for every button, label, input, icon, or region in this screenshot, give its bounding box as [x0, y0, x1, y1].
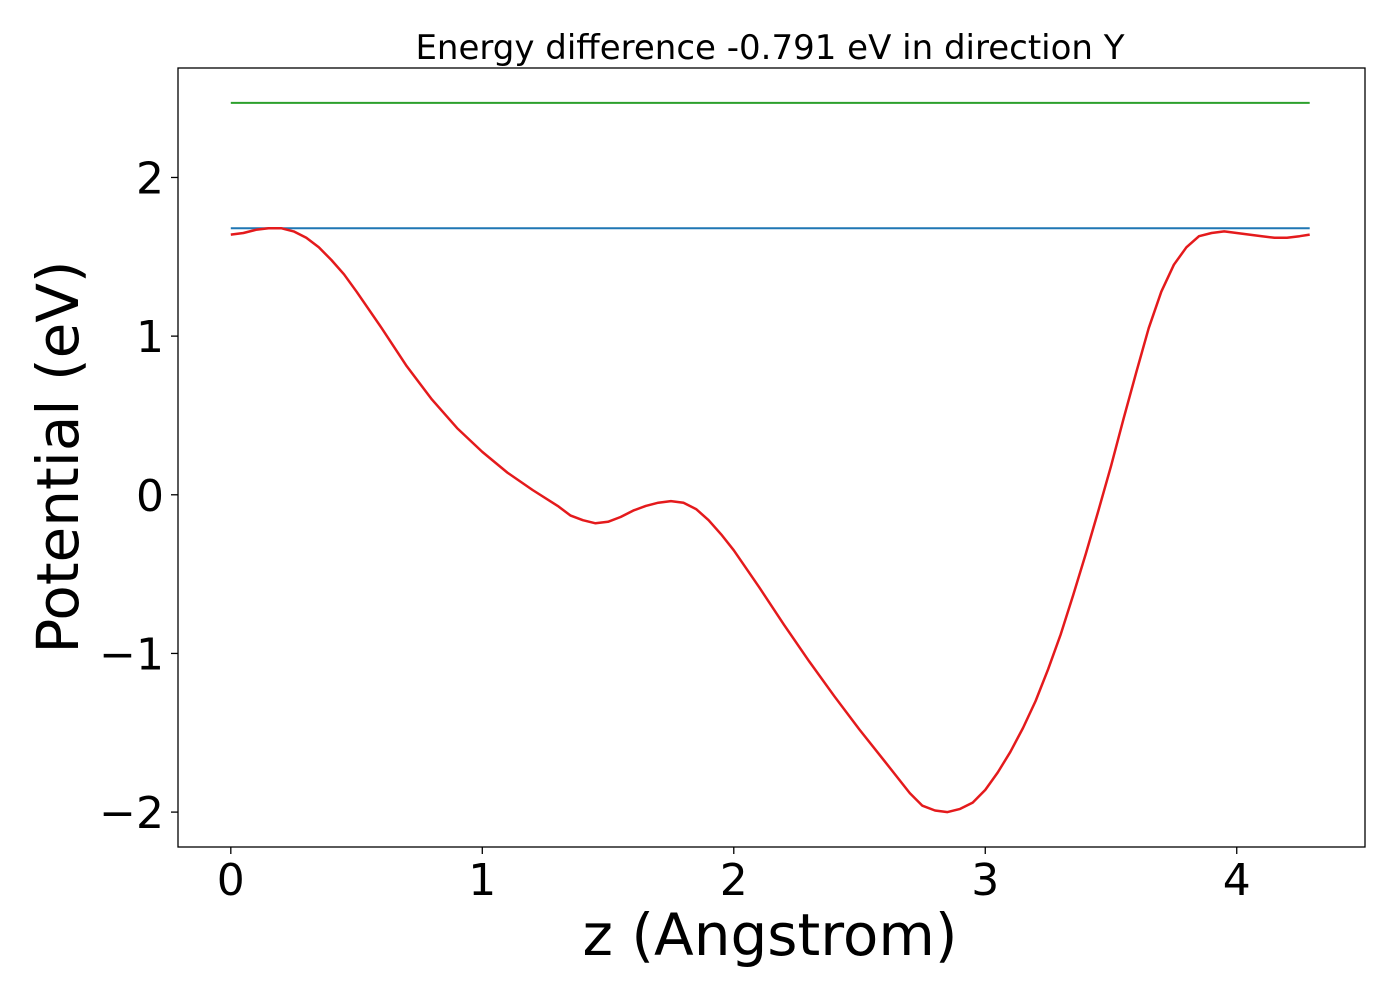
- y-tick-label: −2: [99, 788, 164, 839]
- y-tick-label: 2: [136, 153, 164, 204]
- y-tick-label: 1: [136, 312, 164, 363]
- plot-area: [177, 67, 1366, 848]
- y-axis-title: Potential (eV): [24, 260, 92, 653]
- x-tick-label: 0: [217, 855, 245, 906]
- x-tick-label: 4: [1223, 855, 1251, 906]
- y-tick-label: 0: [136, 471, 164, 522]
- series-line-3: [230, 226, 1310, 814]
- x-tick-label: 2: [720, 855, 748, 906]
- y-tick-label: −1: [99, 629, 164, 680]
- x-axis-ticks: 0 1 2 3 4: [217, 847, 1251, 906]
- x-axis-title: z (Angstrom): [583, 901, 958, 969]
- plot-frame: [177, 67, 1366, 848]
- x-tick-label: 1: [468, 855, 496, 906]
- y-axis-ticks: −2 −1 0 1 2: [99, 153, 178, 839]
- chart-title: Energy difference -0.791 eV in direction…: [415, 28, 1124, 68]
- series-layer: [230, 101, 1310, 814]
- x-tick-label: 3: [971, 855, 999, 906]
